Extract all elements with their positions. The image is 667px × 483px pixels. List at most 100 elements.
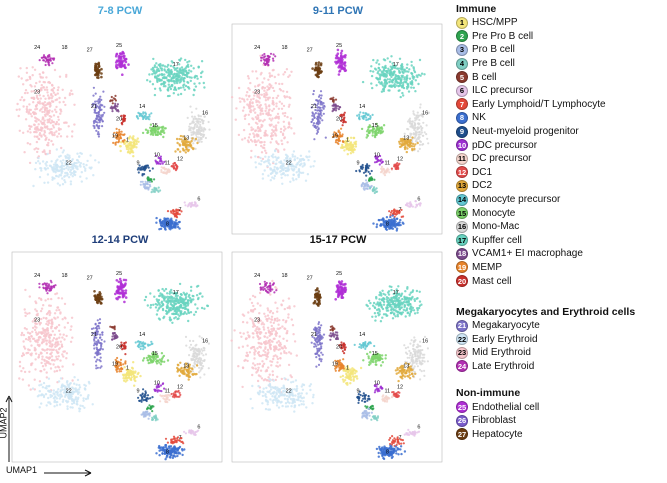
cell-point xyxy=(55,120,59,124)
cell-point xyxy=(131,136,134,140)
cell-point xyxy=(382,218,385,221)
cell-point xyxy=(74,164,77,168)
cell-point xyxy=(37,147,40,151)
cell-point xyxy=(169,87,173,91)
cell-point xyxy=(139,374,142,378)
cell-point xyxy=(53,405,56,408)
cell-point xyxy=(179,71,183,75)
cell-point xyxy=(47,297,50,301)
cell-point xyxy=(254,85,257,88)
cell-point xyxy=(257,114,260,118)
cell-point xyxy=(149,303,153,307)
cell-point xyxy=(103,340,106,343)
cell-point xyxy=(375,84,378,87)
cell-point xyxy=(77,161,81,164)
cell-point xyxy=(151,167,154,170)
cell-point xyxy=(153,178,156,181)
cell-point xyxy=(48,401,51,404)
cell-point xyxy=(190,122,193,125)
cell-point xyxy=(390,80,394,84)
cell-point xyxy=(383,79,387,82)
cell-point xyxy=(89,154,92,157)
cell-point xyxy=(159,400,162,403)
cell-point xyxy=(203,115,206,118)
cell-point xyxy=(399,218,402,222)
cell-point xyxy=(282,164,285,168)
cell-point xyxy=(17,75,20,78)
cell-point xyxy=(124,66,127,69)
cell-point xyxy=(154,133,157,136)
cell-point xyxy=(342,146,345,149)
cell-point xyxy=(40,84,43,87)
cell-point xyxy=(266,159,269,163)
cell-point xyxy=(95,129,98,132)
cell-point xyxy=(37,160,40,163)
cell-point xyxy=(42,394,46,397)
cell-point xyxy=(284,169,288,173)
cell-point xyxy=(299,159,303,162)
cell-point xyxy=(43,368,46,371)
cell-point xyxy=(201,295,204,298)
cell-point xyxy=(21,378,25,381)
cell-point xyxy=(136,137,139,140)
cell-point xyxy=(269,141,272,144)
cell-point xyxy=(318,106,321,109)
cell-point xyxy=(79,404,82,407)
cell-point xyxy=(42,338,45,341)
cell-point xyxy=(404,145,407,149)
cell-point xyxy=(261,86,264,89)
cluster-label: 11 xyxy=(165,161,171,167)
cell-point xyxy=(55,159,58,163)
cell-point xyxy=(320,114,323,117)
cell-point xyxy=(59,333,62,336)
cell-point xyxy=(111,335,114,338)
cell-point xyxy=(268,75,272,78)
cell-point xyxy=(159,67,163,70)
cell-point xyxy=(364,179,368,182)
cell-point xyxy=(126,151,130,154)
cell-point xyxy=(372,58,375,62)
cell-point xyxy=(260,56,263,59)
cell-point xyxy=(174,316,177,319)
cell-point xyxy=(289,180,292,183)
cell-point xyxy=(282,162,285,165)
cell-point xyxy=(175,69,179,73)
cell-point xyxy=(46,152,49,156)
cell-point xyxy=(166,359,170,362)
cell-point xyxy=(99,333,102,336)
cell-point xyxy=(75,383,78,386)
cell-point xyxy=(206,304,210,308)
cell-point xyxy=(398,71,401,74)
cell-point xyxy=(239,100,242,103)
cell-point xyxy=(141,165,144,168)
cluster-label: 17 xyxy=(393,62,399,68)
cell-point xyxy=(161,307,165,311)
cell-point xyxy=(389,215,392,219)
cell-point xyxy=(53,167,57,170)
cell-point xyxy=(361,166,365,169)
cell-point xyxy=(122,363,125,366)
cell-point xyxy=(264,103,267,106)
cell-point xyxy=(412,86,415,90)
cell-point xyxy=(260,93,263,97)
cluster-label: 18 xyxy=(281,45,287,51)
cell-point xyxy=(398,145,402,149)
cell-point xyxy=(197,128,200,131)
cell-point xyxy=(64,155,68,158)
cell-point xyxy=(412,133,415,136)
cell-point xyxy=(156,309,159,312)
cell-point xyxy=(265,151,268,155)
cell-point xyxy=(390,55,393,58)
cell-point xyxy=(194,117,197,120)
cell-point xyxy=(272,177,276,180)
cell-point xyxy=(202,81,205,85)
cell-point xyxy=(288,157,292,160)
cell-point xyxy=(425,124,428,127)
cell-point xyxy=(274,132,277,135)
cell-point xyxy=(115,141,118,144)
cell-point xyxy=(24,118,28,121)
cell-point xyxy=(406,77,409,80)
cell-point xyxy=(96,67,99,70)
cell-point xyxy=(168,394,171,397)
cell-point xyxy=(163,131,166,135)
